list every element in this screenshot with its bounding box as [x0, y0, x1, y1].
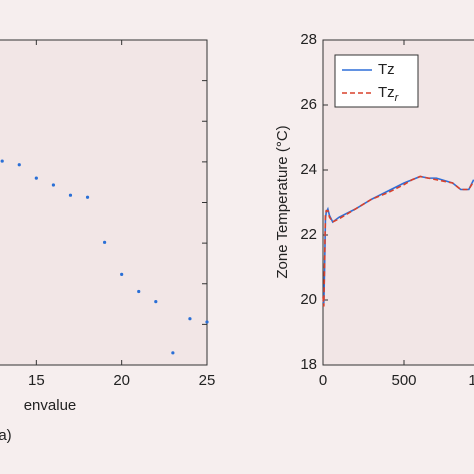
y-tick-label: 20 — [300, 291, 317, 308]
y-tick-label: 18 — [300, 356, 317, 373]
legend-label: Tzr — [378, 84, 400, 104]
legend — [334, 54, 419, 108]
x-tick-label: 15 — [28, 372, 45, 389]
point — [85, 195, 90, 199]
point — [103, 240, 107, 244]
point — [205, 320, 209, 324]
point — [68, 193, 73, 197]
x-tick-label: 0 — [319, 372, 327, 389]
caption: a) — [0, 427, 12, 444]
x-axis-label: envalue — [24, 397, 77, 414]
y-tick-label: 22 — [300, 226, 317, 243]
x-tick-label: 1000 — [468, 372, 474, 389]
line — [322, 175, 474, 307]
plot-area-left — [0, 39, 208, 366]
point — [137, 289, 141, 294]
point — [188, 317, 192, 321]
y-tick-label: 28 — [300, 31, 317, 48]
point — [154, 300, 158, 304]
point — [34, 176, 38, 180]
point — [120, 272, 124, 277]
x-tick-label: 25 — [199, 372, 216, 389]
legend-label: Tz — [378, 61, 395, 78]
point — [171, 351, 175, 355]
point — [0, 159, 4, 163]
x-tick-label: 500 — [391, 372, 416, 389]
y-axis-label: Zone Temperature (°C) — [274, 125, 291, 278]
y-tick-label: 26 — [300, 96, 317, 113]
point — [17, 163, 21, 167]
x-tick-label: 20 — [113, 372, 130, 389]
point — [51, 183, 56, 187]
y-tick-label: 24 — [300, 161, 317, 178]
